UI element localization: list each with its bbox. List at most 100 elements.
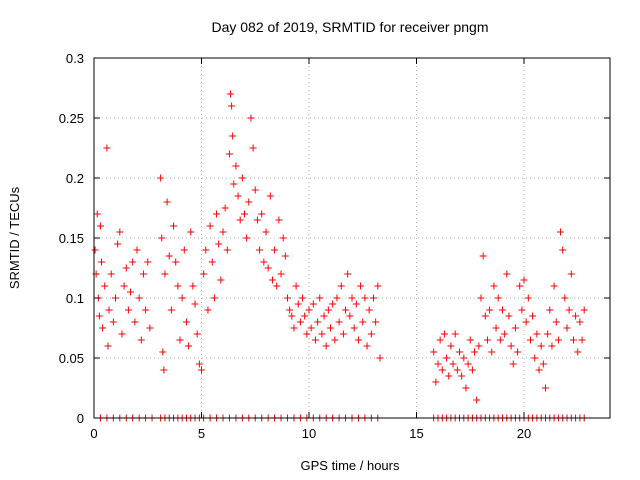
data-point [565,306,573,314]
data-point [163,198,171,206]
data-point [488,348,496,356]
data-point [103,144,111,152]
data-point [158,234,166,242]
data-point [438,366,446,374]
y-tick-label: 0 [77,411,84,426]
data-point [133,246,141,254]
data-point [445,372,453,380]
data-point [458,372,466,380]
data-point [561,294,569,302]
data-point [477,294,485,302]
data-point [539,360,547,368]
data-point [475,342,483,350]
data-point [260,258,268,266]
data-point [537,342,545,350]
y-tick-labels: 0 0.05 0.1 0.15 0.2 0.25 0.3 [59,51,84,426]
data-point [182,318,190,326]
data-point [462,384,470,392]
data-point [533,330,541,338]
axis-ticks [93,57,610,419]
data-point [107,270,115,278]
data-point [142,306,150,314]
data-point [346,312,354,320]
data-point [243,234,251,242]
data-point [208,258,216,266]
x-axis-label: GPS time / hours [301,458,400,473]
data-point [567,270,575,278]
y-tick-label: 0.2 [66,171,84,186]
data-point [367,330,375,338]
data-point [161,270,169,278]
data-point [99,324,107,332]
data-point [170,222,178,230]
y-tick-label: 0.25 [59,111,84,126]
data-point [496,336,504,344]
data-point [307,324,315,332]
data-point [165,252,173,260]
data-point [456,348,463,356]
data-point [324,306,332,314]
data-point [514,348,522,356]
data-point [159,348,167,356]
data-point [376,354,384,362]
data-point [468,366,476,374]
data-point [232,162,240,170]
data-point [339,330,347,338]
data-point [104,342,112,350]
data-point [350,324,358,332]
x-tick-label: 15 [409,426,423,441]
data-point [305,306,313,314]
data-point [245,198,253,206]
data-point [499,306,506,314]
data-point [277,270,285,278]
data-point [258,210,266,218]
data-point [219,228,227,236]
data-point [479,252,487,260]
data-point [359,318,367,326]
data-point [127,288,135,296]
data-point [129,258,137,266]
data-point [174,282,182,290]
data-point [230,180,238,188]
data-point [335,318,343,326]
data-point [284,294,291,302]
data-point [552,318,560,326]
y-tick-label: 0.15 [59,231,84,246]
data-point [518,306,526,314]
data-point [303,330,311,338]
data-point [354,336,362,344]
data-point [178,294,186,302]
data-point [460,354,468,362]
data-point [535,366,543,374]
data-point [290,324,298,332]
data-point [279,234,287,242]
data-point [481,312,489,320]
data-point [503,270,511,278]
data-point [112,294,119,302]
data-point [357,282,365,290]
data-point [554,336,562,344]
data-point [557,228,565,236]
data-point [309,300,317,308]
data-point [262,228,270,236]
data-point [124,306,132,314]
data-point [529,312,537,320]
data-point [331,336,339,344]
data-point [333,294,341,302]
data-point [96,222,104,230]
data-point [114,240,122,248]
data-point [311,336,319,344]
data-point [559,246,567,254]
data-point [236,216,244,224]
data-point [572,312,580,320]
data-point [473,396,481,404]
data-point [578,336,586,344]
data-point [98,258,106,266]
data-point [576,318,584,326]
data-point [95,312,103,320]
data-point [187,228,195,236]
data-point [372,318,380,326]
data-point [522,318,530,326]
data-point [144,258,152,266]
